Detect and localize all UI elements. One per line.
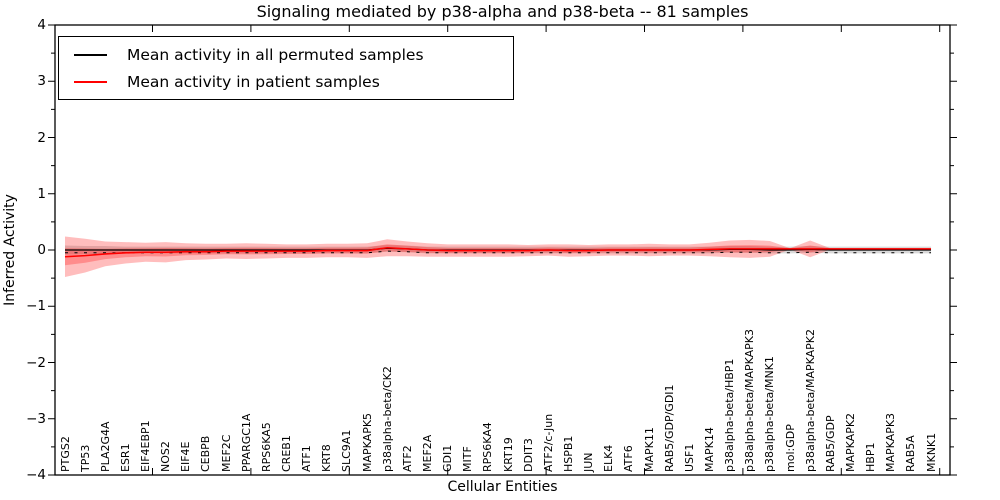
x-tick-label: p38alpha-beta/CK2 (380, 366, 394, 472)
y-tick-label: 3 (37, 73, 46, 90)
y-tick-label: −4 (26, 467, 46, 483)
permuted-error-dashes (65, 250, 932, 254)
x-tick-label: HSPB1 (562, 435, 575, 472)
legend-label-permuted: Mean activity in all permuted samples (127, 45, 424, 64)
y-tick-label: −3 (26, 410, 46, 427)
x-tick-label: MAPKAPK2 (843, 412, 857, 472)
legend: Mean activity in all permuted samples Me… (58, 36, 514, 100)
y-tick-label: −2 (26, 354, 46, 371)
x-tick-label: p38alpha-beta/MAPKAPK3 (743, 329, 757, 472)
y-tick-label: −1 (26, 298, 46, 315)
x-tick-label: RPS6KA4 (481, 422, 495, 472)
legend-item-patient: Mean activity in patient samples (59, 68, 503, 95)
x-tick-label: EIF4E (179, 441, 193, 472)
x-tick-label: RPS6KA5 (259, 422, 273, 472)
x-tick-label: TP53 (78, 444, 92, 472)
x-tick-label: ATF6 (622, 445, 636, 472)
x-tick-label: RAB5/GDP (823, 415, 837, 472)
x-tick-label: EIF4EBP1 (139, 420, 153, 472)
x-tick-label: MITF (461, 446, 475, 472)
x-tick-label: KRT8 (320, 444, 334, 472)
x-tick-label: PLA2G4A (98, 421, 112, 472)
x-tick-label: p38alpha-beta/MAPKAPK2 (803, 329, 817, 472)
x-tick-label: MEF2C (219, 434, 233, 472)
x-axis-label: Cellular Entities (447, 479, 558, 495)
x-tick-label: ELK4 (602, 444, 616, 472)
x-tick-label: RAB5A (904, 435, 918, 472)
legend-label-patient: Mean activity in patient samples (127, 72, 380, 91)
x-tick-label: USF1 (682, 443, 696, 472)
x-tick-label: MAPKAPK3 (884, 412, 898, 472)
y-tick-label: 4 (37, 17, 46, 33)
chart-title: Signaling mediated by p38-alpha and p38-… (256, 2, 749, 21)
x-tick-label: GDI1 (441, 444, 455, 472)
x-tick-label: CEBPB (199, 435, 213, 472)
x-tick-label: RAB5/GDP/GDI1 (662, 384, 676, 472)
patient-mean-line (64, 246, 932, 258)
patient-std-band-outer (65, 236, 932, 277)
x-tick-label: SLC9A1 (340, 429, 354, 472)
x-tick-label: ATF2/c-Jun (541, 413, 555, 472)
x-tick-label: MAPK11 (642, 427, 656, 472)
x-tick-label: MAPKAPK5 (360, 412, 374, 472)
patient-line-swatch (74, 80, 107, 83)
x-tick-label: mol:GDP (783, 424, 797, 472)
x-tick-label: MAPK14 (702, 427, 716, 472)
x-tick-label: p38alpha-beta/HBP1 (723, 358, 737, 472)
y-tick-label: 2 (37, 129, 46, 146)
x-tick-label: PTGS2 (58, 436, 72, 472)
x-tick-label: DDIT3 (521, 438, 535, 472)
x-tick-label: JUN (582, 452, 596, 472)
y-tick-label: 1 (37, 185, 46, 202)
x-tick-label: PPARGC1A (239, 413, 253, 472)
x-tick-label: ESR1 (118, 443, 132, 472)
x-tick-label: MKNK1 (924, 432, 938, 472)
x-tick-label: p38alpha-beta/MNK1 (763, 356, 777, 472)
x-tick-label: ATF1 (300, 445, 314, 472)
x-tick-label: KRT19 (501, 437, 515, 472)
permuted-line-swatch (74, 53, 107, 56)
x-tick-label: ATF2 (400, 445, 414, 472)
x-tick-label: NOS2 (159, 441, 173, 472)
x-tick-label: MEF2A (421, 434, 435, 472)
x-tick-label: HBP1 (864, 442, 878, 472)
y-tick-label: 0 (37, 242, 46, 258)
y-axis-label: Inferred Activity (2, 194, 18, 306)
legend-item-permuted: Mean activity in all permuted samples (59, 41, 503, 68)
x-tick-label: CREB1 (280, 435, 294, 472)
